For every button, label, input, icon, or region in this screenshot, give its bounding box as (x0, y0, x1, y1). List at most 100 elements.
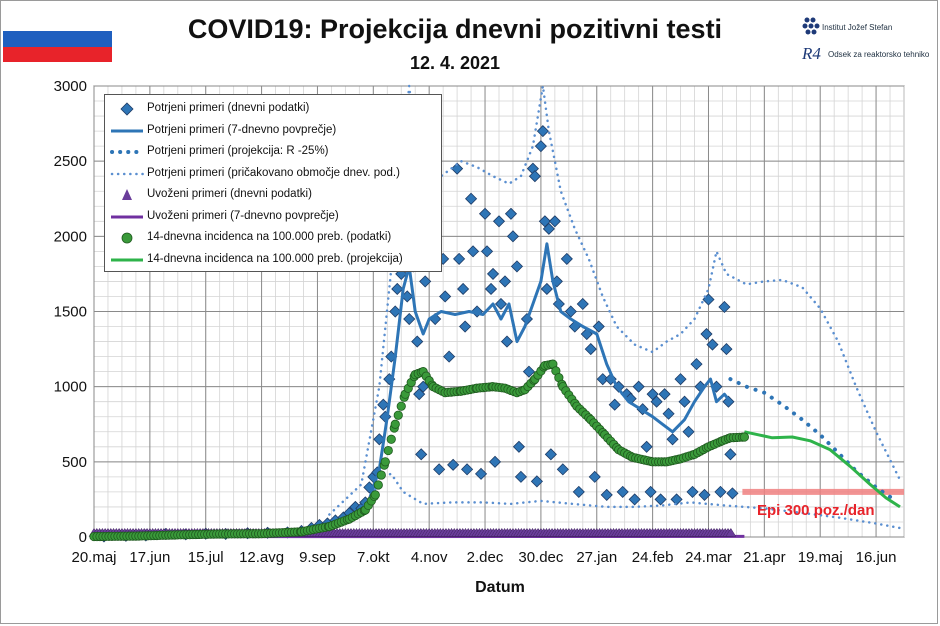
daily-cases-point (528, 170, 541, 183)
daily-cases-point (714, 485, 727, 498)
daily-cases-point (658, 388, 671, 401)
legend-item: Potrjeni primeri (7-dnevno povprečje) (105, 121, 441, 141)
ijs-logo-text: Institut Jožef Stefan (822, 23, 893, 32)
incidence-point (393, 410, 403, 420)
daily-cases-point (588, 470, 601, 483)
slovenia-flag-icon (3, 16, 112, 62)
legend-symbol-diamond (120, 102, 134, 116)
daily-cases-point (466, 245, 480, 258)
daily-cases-point (556, 463, 569, 476)
daily-cases-point (488, 455, 502, 468)
x-tick-label: 7.okt (357, 549, 390, 566)
daily-cases-point (718, 300, 731, 314)
ijs-logo: Institut Jožef Stefan (802, 16, 932, 42)
daily-cases-point (628, 493, 641, 506)
incidence-point (390, 419, 400, 429)
daily-cases-point (465, 192, 478, 205)
legend-item: Potrjeni primeri (pričakovano območje dn… (105, 164, 441, 184)
daily-cases-point (447, 458, 460, 471)
daily-cases-point (644, 485, 657, 498)
legend-symbol-solid-line (111, 129, 143, 132)
threshold-label: Epi 300 poz./dan (757, 502, 875, 519)
daily-cases-point (720, 343, 733, 356)
series-line (328, 84, 902, 516)
daily-cases-point (510, 260, 524, 273)
daily-cases-point (596, 373, 609, 386)
daily-cases-point (492, 215, 506, 228)
legend-item: 14-dnevna incidenca na 100.000 preb. (po… (105, 228, 441, 248)
chart-legend: Potrjeni primeri (dnevni podatki) Potrjen… (104, 94, 442, 272)
daily-cases-point (548, 215, 561, 228)
daily-cases-point (459, 320, 472, 333)
legend-symbol-circle (121, 232, 133, 244)
legend-label: Uvoženi primeri (dnevni podatki) (147, 188, 312, 200)
legend-symbol-dotted-line (110, 172, 145, 175)
legend-label: Potrjeni primeri (pričakovano območje dn… (147, 166, 400, 179)
legend-symbol-solid-line (111, 215, 143, 218)
incidence-point (386, 434, 396, 444)
x-tick-label: 27.jan (576, 549, 617, 566)
incidence-point (383, 445, 393, 456)
legend-label: Potrjeni primeri (7-dnevno povprečje) (147, 123, 337, 136)
daily-cases-point (391, 282, 404, 296)
legend-label: 14-dnevna incidenca na 100.000 preb. (po… (147, 231, 392, 243)
daily-cases-point (419, 275, 432, 288)
daily-cases-point (377, 398, 390, 411)
daily-cases-point (457, 282, 470, 296)
incidence-point (380, 457, 390, 467)
ijs-logo-icon (802, 17, 820, 35)
daily-cases-point (584, 343, 597, 356)
daily-cases-point (670, 493, 683, 506)
incidence-point (739, 432, 749, 442)
r4-logo-text: Odsek za reaktorsko tehniko (828, 50, 930, 59)
y-tick-label: 0 (79, 529, 87, 546)
y-tick-label: 1000 (54, 379, 87, 396)
r4-logo: R4 Odsek za reaktorsko tehniko (802, 44, 932, 66)
daily-cases-point (650, 395, 663, 408)
daily-cases-point (724, 448, 737, 461)
daily-cases-point (666, 433, 679, 446)
daily-cases-point (443, 350, 456, 363)
daily-cases-point (486, 267, 500, 280)
daily-cases-point (560, 252, 573, 265)
incidence-point (373, 480, 383, 490)
daily-cases-point (500, 335, 514, 348)
legend-symbol-solid-line (111, 258, 143, 261)
x-tick-label: 15.jul (188, 549, 224, 566)
series-line (744, 430, 901, 509)
daily-cases-point (654, 493, 667, 506)
daily-cases-point (534, 140, 547, 153)
daily-cases-point (698, 488, 711, 501)
daily-cases-point (433, 463, 446, 476)
daily-cases-point (494, 297, 508, 311)
daily-cases-point (682, 425, 695, 438)
daily-cases-point (540, 282, 553, 296)
daily-cases-point (726, 487, 739, 500)
daily-cases-point (506, 230, 520, 243)
daily-cases-point (504, 207, 518, 220)
daily-cases-point (542, 222, 555, 235)
daily-cases-point (453, 252, 466, 265)
daily-cases-point (484, 282, 498, 296)
legend-item: 14-dnevna incidenca na 100.000 preb. (pr… (105, 250, 441, 270)
x-tick-label: 30.dec (518, 549, 564, 566)
incidence-point (370, 490, 380, 500)
daily-cases-point (461, 463, 474, 476)
daily-cases-point (592, 320, 605, 333)
legend-item: Potrjeni primeri (projekcija: R -25%) (105, 142, 441, 162)
daily-cases-point (530, 475, 543, 488)
daily-cases-point (480, 245, 494, 258)
daily-cases-point (451, 162, 464, 175)
daily-cases-point (411, 335, 424, 348)
y-tick-label: 500 (62, 454, 87, 471)
threshold-band (742, 488, 904, 495)
x-tick-label: 4.nov (411, 549, 448, 566)
y-tick-label: 1500 (54, 304, 87, 321)
x-axis-title: Datum (475, 579, 525, 596)
daily-cases-point (415, 448, 428, 461)
daily-cases-point (608, 398, 621, 411)
daily-cases-point (662, 407, 675, 420)
x-tick-label: 2.dec (467, 549, 504, 566)
r4-logo-mark: R4 (802, 44, 821, 63)
